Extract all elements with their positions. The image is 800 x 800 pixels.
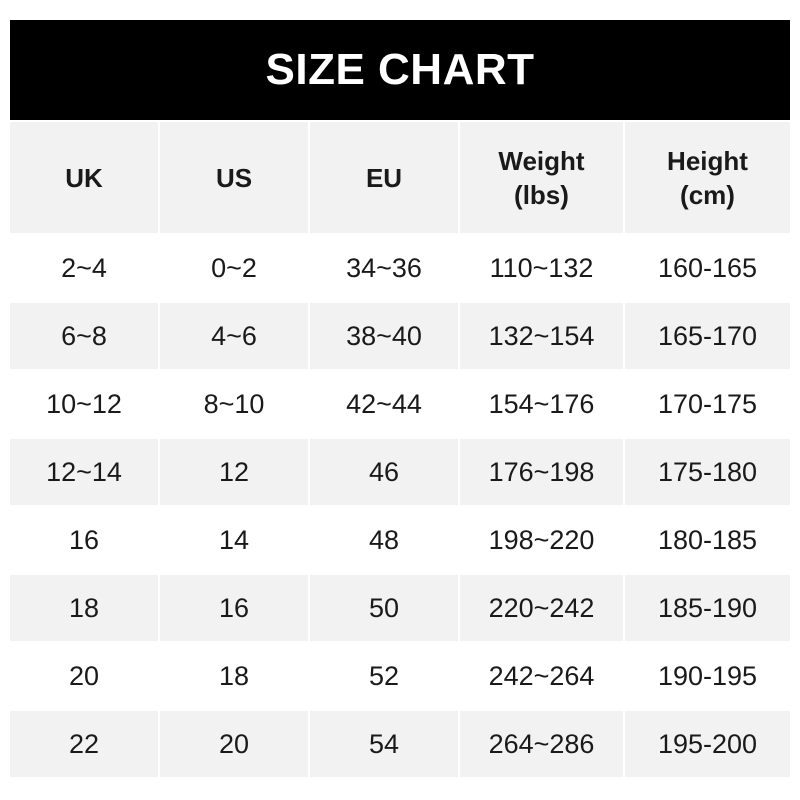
page-title: SIZE CHART xyxy=(265,45,535,94)
table-cell: 154~176 xyxy=(488,388,595,419)
table-cell: 176~198 xyxy=(460,439,623,505)
table-cell: 12~14 xyxy=(10,439,158,505)
header-row: UK US EU Weight (lbs) Height (cm) xyxy=(10,122,790,233)
header-line: UK xyxy=(65,162,103,193)
table-cell: 132~154 xyxy=(460,303,623,369)
table-cell: 10~12 xyxy=(46,388,122,419)
table-row: 6~8 4~6 38~40 132~154 165-170 xyxy=(10,303,790,369)
table-cell: 175-180 xyxy=(625,439,790,505)
table-cell: 18 xyxy=(10,575,158,641)
table-cell: 16 xyxy=(160,575,308,641)
table-cell: 14 xyxy=(218,524,250,555)
column-header: EU xyxy=(310,122,458,233)
header-line: Weight xyxy=(498,145,585,176)
table-cell: 48 xyxy=(368,524,400,555)
table-cell: 165-170 xyxy=(625,303,790,369)
table-cell: 52 xyxy=(368,660,400,691)
table-cell: 195-200 xyxy=(625,711,790,777)
table-cell: 20 xyxy=(160,711,308,777)
title-bar: SIZE CHART xyxy=(10,20,790,120)
table-cell: 42~44 xyxy=(346,388,422,419)
header-unit: (lbs) xyxy=(514,179,569,210)
table-cell: 264~286 xyxy=(460,711,623,777)
table-cell: 22 xyxy=(10,711,158,777)
table-cell: 2~4 xyxy=(61,252,107,283)
table-cell: 190-195 xyxy=(657,660,758,691)
table-cell: 54 xyxy=(310,711,458,777)
table-cell: 18 xyxy=(218,660,250,691)
table-cell: 242~264 xyxy=(488,660,595,691)
table-cell: 12 xyxy=(160,439,308,505)
column-header: US xyxy=(160,122,308,233)
header-line: Height xyxy=(667,145,748,176)
size-chart-table: UK US EU Weight (lbs) Height (cm) 2~4 0~2 34~36 1… xyxy=(8,120,792,779)
table-cell: 46 xyxy=(310,439,458,505)
table-cell: 170-175 xyxy=(657,388,758,419)
table-row: 10~12 8~10 42~44 154~176 170-175 xyxy=(10,371,790,437)
table-row: 16 14 48 198~220 180-185 xyxy=(10,507,790,573)
column-header: Height (cm) xyxy=(625,122,790,233)
table-cell: 34~36 xyxy=(346,252,422,283)
table-row: 22 20 54 264~286 195-200 xyxy=(10,711,790,777)
header-unit: (cm) xyxy=(680,179,735,210)
table-cell: 16 xyxy=(68,524,100,555)
table-cell: 50 xyxy=(310,575,458,641)
table-row: 2~4 0~2 34~36 110~132 160-165 xyxy=(10,235,790,301)
column-header: Weight (lbs) xyxy=(460,122,623,233)
table-row: 18 16 50 220~242 185-190 xyxy=(10,575,790,641)
table-cell: 20 xyxy=(68,660,100,691)
table-cell: 220~242 xyxy=(460,575,623,641)
table-cell: 160-165 xyxy=(657,252,758,283)
table-cell: 38~40 xyxy=(310,303,458,369)
header-line: EU xyxy=(365,162,403,193)
table-row: 12~14 12 46 176~198 175-180 xyxy=(10,439,790,505)
table-cell: 4~6 xyxy=(160,303,308,369)
table-cell: 185-190 xyxy=(625,575,790,641)
table-cell: 180-185 xyxy=(657,524,758,555)
header-line: US xyxy=(215,162,253,193)
table-cell: 110~132 xyxy=(489,252,594,283)
table-cell: 0~2 xyxy=(211,252,257,283)
table-cell: 198~220 xyxy=(488,524,595,555)
column-header: UK xyxy=(10,122,158,233)
table-cell: 6~8 xyxy=(10,303,158,369)
table-cell: 8~10 xyxy=(203,388,265,419)
table-row: 20 18 52 242~264 190-195 xyxy=(10,643,790,709)
